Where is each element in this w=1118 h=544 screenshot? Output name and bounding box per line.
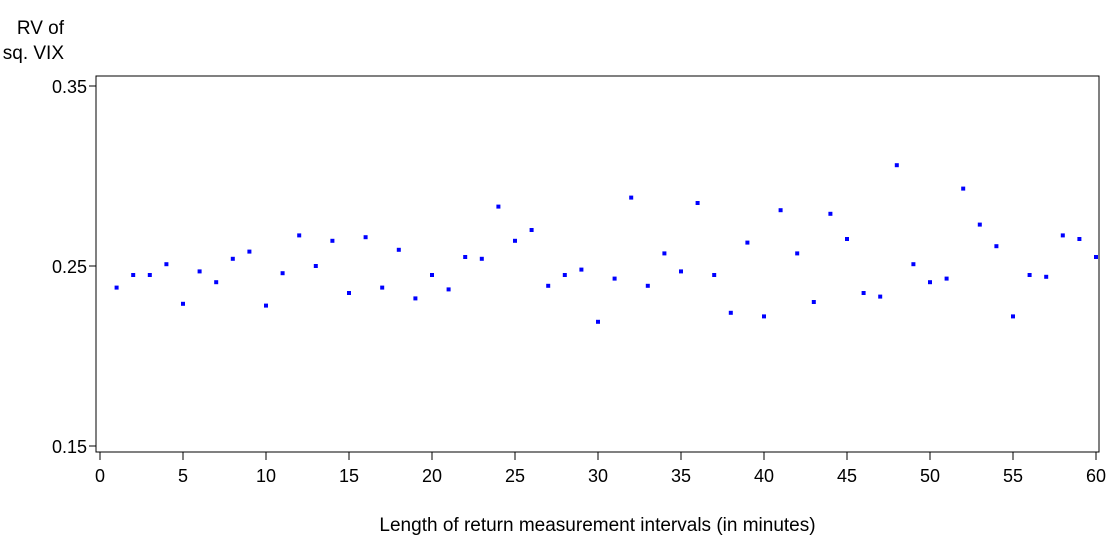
- data-point: [728, 310, 733, 315]
- x-tick-label: 40: [754, 466, 774, 486]
- data-point: [131, 273, 136, 277]
- data-point: [878, 294, 883, 299]
- data-point: [463, 255, 468, 259]
- x-tick-label: 20: [422, 466, 442, 486]
- data-point: [347, 291, 351, 295]
- data-point: [762, 314, 766, 319]
- y-tick-label: 0.25: [52, 257, 87, 277]
- data-point: [1044, 274, 1049, 279]
- data-point: [280, 271, 285, 276]
- data-point: [845, 237, 849, 241]
- data-point: [297, 233, 302, 238]
- data-point: [579, 267, 584, 272]
- data-point: [264, 303, 268, 308]
- x-axis: 0 5 10 15 20 25 30 35 40 45 50 55 60: [95, 452, 1106, 486]
- data-point: [114, 285, 119, 290]
- data-point: [612, 276, 617, 281]
- data-point: [546, 283, 551, 288]
- data-point: [928, 280, 932, 285]
- y-axis-title-line: RV of: [17, 18, 65, 39]
- data-point: [861, 291, 866, 295]
- data-point: [977, 222, 982, 227]
- data-points: [114, 163, 1098, 324]
- x-tick-label: 45: [837, 466, 857, 486]
- data-point: [745, 240, 750, 245]
- data-point: [181, 301, 185, 306]
- data-point: [629, 195, 634, 200]
- y-tick-label: 0.35: [52, 77, 87, 97]
- data-point: [828, 211, 833, 216]
- data-point: [430, 273, 434, 277]
- x-tick-label: 55: [1003, 466, 1023, 486]
- data-point: [1077, 237, 1082, 241]
- data-point: [363, 235, 368, 240]
- data-point: [1060, 233, 1065, 238]
- data-point: [1027, 273, 1032, 277]
- data-point: [496, 204, 501, 209]
- x-tick-label: 5: [178, 466, 188, 486]
- x-axis-title: Length of return measurement intervals (…: [379, 515, 815, 536]
- x-tick-label: 10: [256, 466, 276, 486]
- data-point: [247, 249, 252, 254]
- plot-frame: [95, 75, 1100, 453]
- data-point: [413, 296, 418, 301]
- data-point: [811, 300, 816, 304]
- data-point: [778, 208, 783, 213]
- y-axis-title-line: sq. VIX: [3, 43, 65, 64]
- data-point: [795, 251, 800, 256]
- data-point: [313, 264, 318, 268]
- x-tick-label: 50: [920, 466, 940, 486]
- data-point: [712, 273, 717, 277]
- data-point: [961, 186, 966, 191]
- data-point: [529, 228, 534, 232]
- data-point: [994, 244, 999, 249]
- x-tick-label: 25: [505, 466, 525, 486]
- data-point: [911, 262, 916, 267]
- x-tick-label: 15: [339, 466, 359, 486]
- x-tick-label: 35: [671, 466, 691, 486]
- data-point: [679, 269, 683, 274]
- y-axis-title: RV of sq. VIX: [3, 18, 65, 64]
- y-axis: 0.15 0.25 0.35: [52, 77, 96, 457]
- data-point: [944, 276, 949, 281]
- x-tick-label: 0: [95, 466, 105, 486]
- data-point: [662, 251, 667, 256]
- y-tick-label: 0.15: [52, 437, 87, 457]
- x-tick-label: 60: [1086, 466, 1106, 486]
- data-point: [596, 319, 600, 324]
- data-point: [214, 280, 219, 285]
- data-point: [1094, 255, 1098, 259]
- data-point: [446, 287, 451, 292]
- x-tick-label: 30: [588, 466, 608, 486]
- data-point: [695, 201, 700, 205]
- data-point: [396, 247, 401, 252]
- data-point: [513, 238, 517, 243]
- data-point: [479, 256, 484, 261]
- data-point: [330, 238, 335, 243]
- data-point: [645, 283, 650, 288]
- data-point: [894, 163, 899, 168]
- data-point: [562, 273, 567, 277]
- data-point: [230, 256, 235, 261]
- data-point: [1011, 314, 1015, 319]
- data-point: [164, 262, 169, 267]
- data-point: [380, 285, 385, 290]
- data-point: [147, 273, 152, 277]
- data-point: [197, 269, 202, 274]
